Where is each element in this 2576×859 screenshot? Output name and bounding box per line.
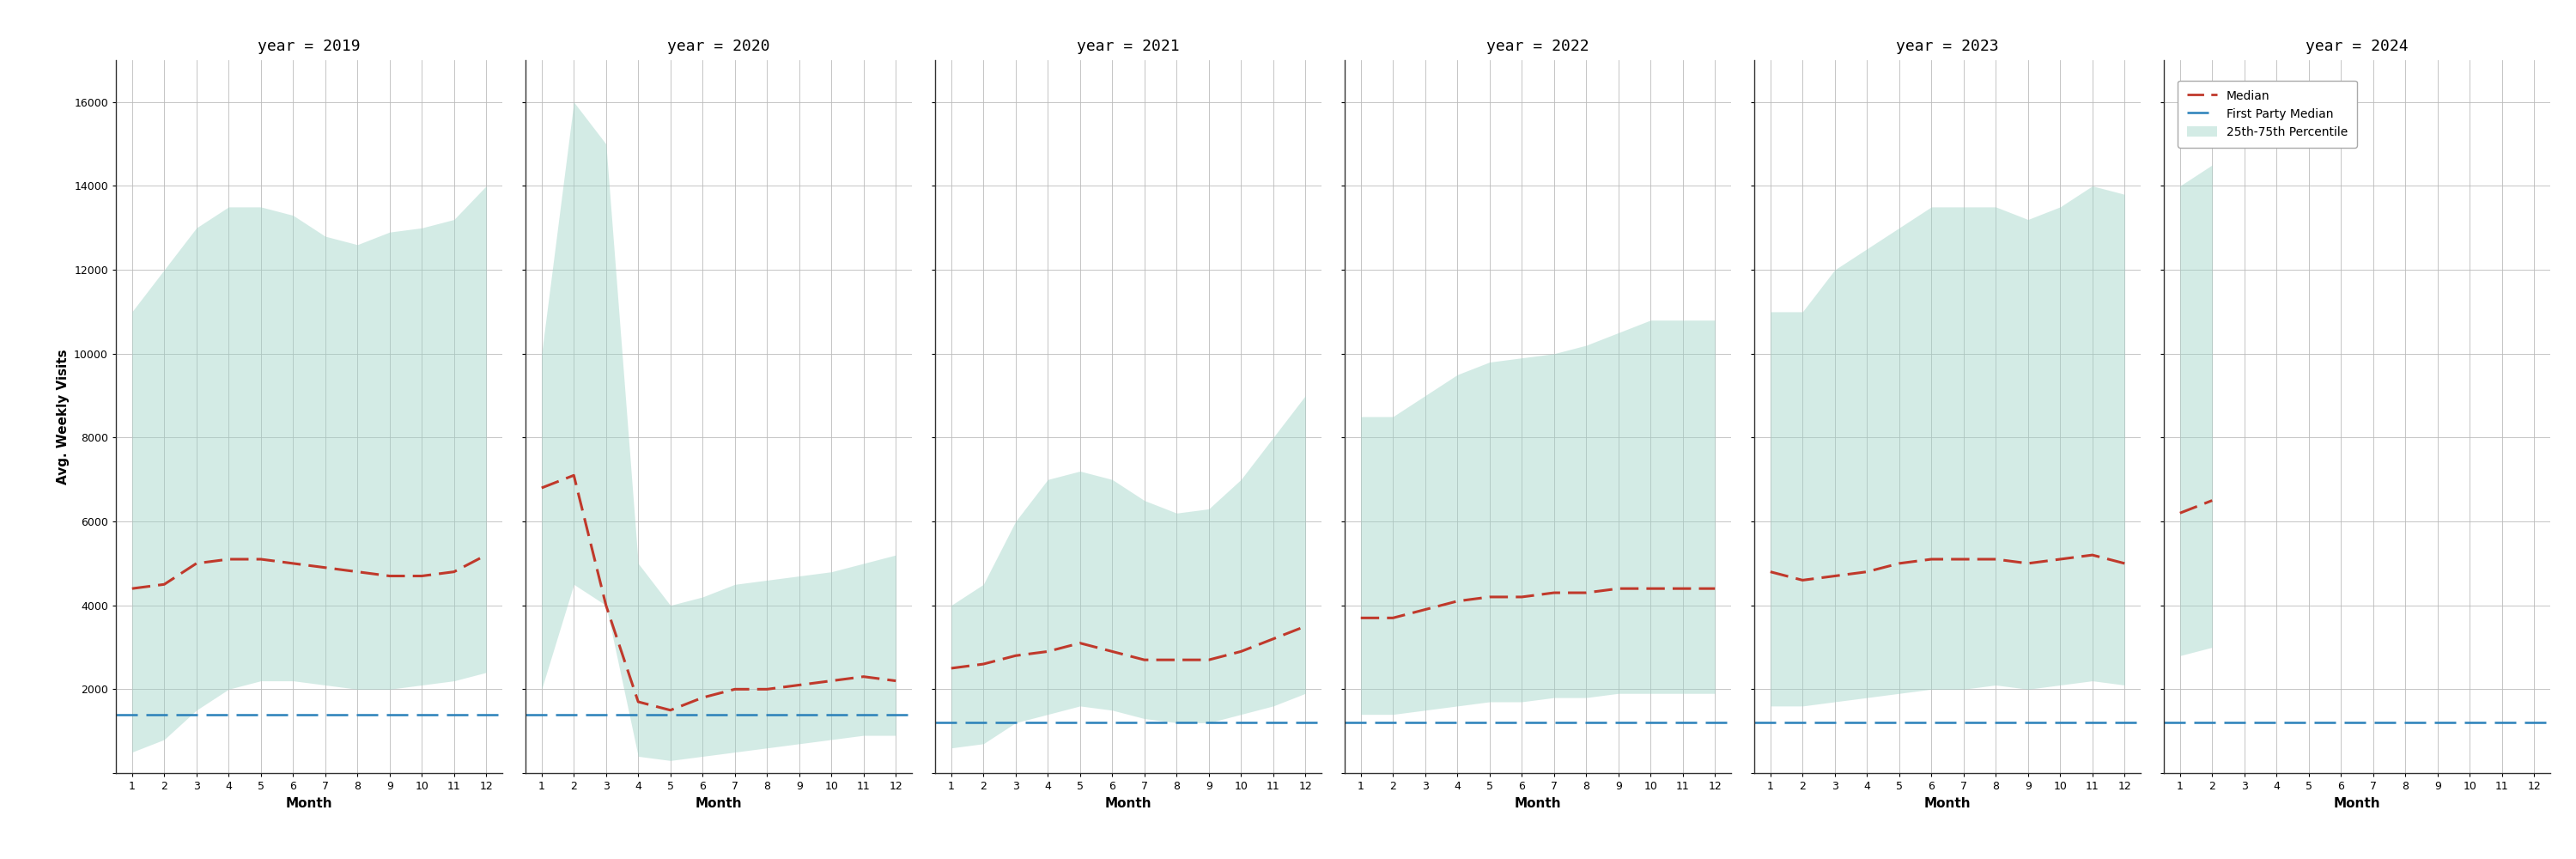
Title: year = 2023: year = 2023 (1896, 39, 1999, 54)
Title: year = 2021: year = 2021 (1077, 39, 1180, 54)
Legend: Median, First Party Median, 25th-75th Percentile: Median, First Party Median, 25th-75th Pe… (2177, 81, 2357, 148)
Y-axis label: Avg. Weekly Visits: Avg. Weekly Visits (57, 349, 70, 484)
Title: year = 2022: year = 2022 (1486, 39, 1589, 54)
X-axis label: Month: Month (1924, 797, 1971, 810)
X-axis label: Month: Month (1105, 797, 1151, 810)
Title: year = 2024: year = 2024 (2306, 39, 2409, 54)
Title: year = 2019: year = 2019 (258, 39, 361, 54)
X-axis label: Month: Month (286, 797, 332, 810)
X-axis label: Month: Month (2334, 797, 2380, 810)
X-axis label: Month: Month (696, 797, 742, 810)
X-axis label: Month: Month (1515, 797, 1561, 810)
Title: year = 2020: year = 2020 (667, 39, 770, 54)
